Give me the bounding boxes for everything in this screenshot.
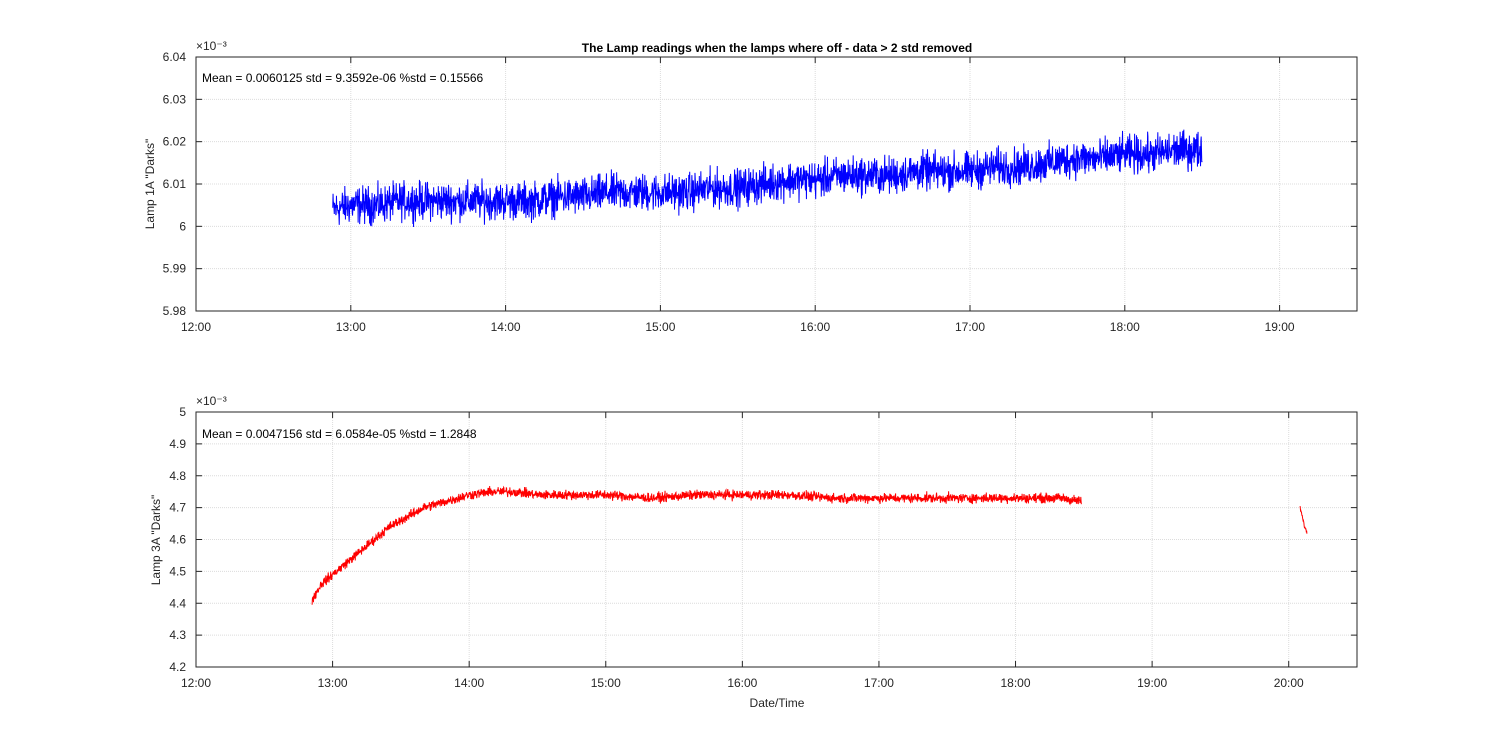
top-y-tick-labels: 5.98 5.99 6 6.01 6.02 6.03 6.04 bbox=[163, 50, 187, 318]
top-y-axis-label: Lamp 1A "Darks" bbox=[143, 139, 157, 230]
bottom-tick-marks bbox=[195, 411, 1357, 668]
y-tick-label: 6.03 bbox=[163, 92, 187, 106]
x-tick-label: 16:00 bbox=[800, 320, 830, 334]
y-tick-label: 4.7 bbox=[169, 501, 186, 515]
y-tick-label: 4.3 bbox=[169, 628, 186, 642]
top-y-exponent: ×10⁻³ bbox=[196, 39, 227, 53]
y-tick-label: 6.01 bbox=[163, 177, 187, 191]
x-tick-label: 18:00 bbox=[1001, 676, 1031, 690]
y-tick-label: 4.4 bbox=[169, 596, 186, 610]
top-series-lines bbox=[332, 129, 1203, 228]
x-tick-label: 12:00 bbox=[181, 320, 211, 334]
x-tick-label: 20:00 bbox=[1274, 676, 1304, 690]
x-tick-label: 19:00 bbox=[1265, 320, 1295, 334]
top-axes: The Lamp readings when the lamps where o… bbox=[143, 39, 1358, 334]
x-tick-label: 19:00 bbox=[1137, 676, 1167, 690]
y-tick-label: 5 bbox=[179, 405, 186, 419]
y-tick-label: 4.9 bbox=[169, 437, 186, 451]
series-line-1 bbox=[1299, 506, 1308, 534]
y-tick-label: 6 bbox=[179, 219, 186, 233]
x-tick-label: 15:00 bbox=[645, 320, 675, 334]
x-tick-label: 17:00 bbox=[864, 676, 894, 690]
y-tick-label: 5.98 bbox=[163, 304, 187, 318]
x-tick-label: 12:00 bbox=[181, 676, 211, 690]
x-tick-label: 13:00 bbox=[318, 676, 348, 690]
y-tick-label: 6.02 bbox=[163, 135, 187, 149]
bottom-y-axis-label: Lamp 3A "Darks" bbox=[149, 495, 163, 586]
x-tick-label: 16:00 bbox=[727, 676, 757, 690]
series-line-0 bbox=[332, 129, 1203, 228]
x-tick-label: 17:00 bbox=[955, 320, 985, 334]
y-tick-label: 4.8 bbox=[169, 469, 186, 483]
bottom-axes: 12:00 13:00 14:00 15:00 16:00 17:00 18:00 19:00… bbox=[149, 394, 1358, 710]
x-tick-label: 18:00 bbox=[1110, 320, 1140, 334]
top-chart-title: The Lamp readings when the lamps where o… bbox=[582, 41, 972, 55]
y-tick-label: 6.04 bbox=[163, 50, 187, 64]
bottom-y-tick-labels: 4.2 4.3 4.4 4.5 4.6 4.7 4.8 4.9 5 bbox=[169, 405, 186, 674]
top-stats-annotation: Mean = 0.0060125 std = 9.3592e-06 %std =… bbox=[202, 71, 484, 85]
bottom-grid bbox=[196, 412, 1357, 667]
y-tick-label: 5.99 bbox=[163, 262, 187, 276]
bottom-stats-annotation: Mean = 0.0047156 std = 6.0584e-05 %std =… bbox=[202, 427, 477, 441]
x-tick-label: 14:00 bbox=[454, 676, 484, 690]
bottom-x-axis-label: Date/Time bbox=[750, 696, 805, 710]
x-tick-label: 13:00 bbox=[336, 320, 366, 334]
x-tick-label: 15:00 bbox=[591, 676, 621, 690]
top-tick-marks bbox=[195, 56, 1357, 312]
bottom-series-lines bbox=[311, 485, 1308, 605]
y-tick-label: 4.2 bbox=[169, 660, 186, 674]
bottom-y-exponent: ×10⁻³ bbox=[196, 394, 227, 408]
series-line-0 bbox=[311, 485, 1082, 605]
y-tick-label: 4.6 bbox=[169, 533, 186, 547]
bottom-x-tick-labels: 12:00 13:00 14:00 15:00 16:00 17:00 18:00 19:00… bbox=[181, 676, 1304, 690]
y-tick-label: 4.5 bbox=[169, 564, 186, 578]
top-x-tick-labels: 12:00 13:00 14:00 15:00 16:00 17:00 18:00 19:00 bbox=[181, 320, 1295, 334]
x-tick-label: 14:00 bbox=[491, 320, 521, 334]
